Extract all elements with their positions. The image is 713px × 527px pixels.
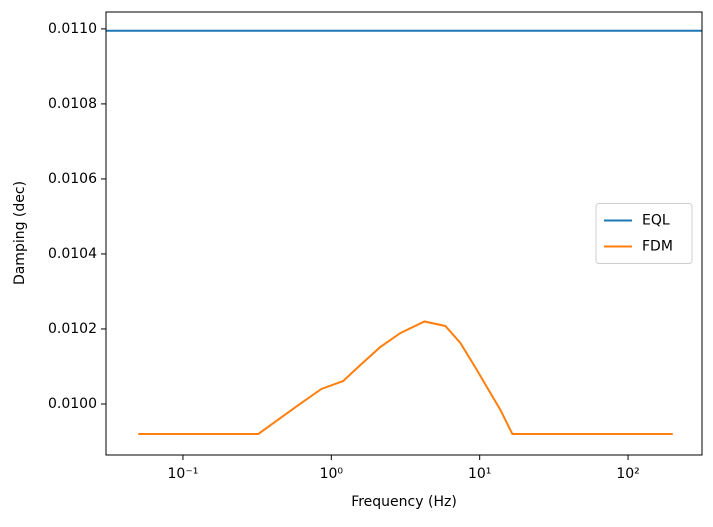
x-axis-label: Frequency (Hz) (351, 494, 457, 510)
x-tick-label: 10² (616, 466, 639, 482)
x-tick-label: 10¹ (468, 466, 491, 482)
y-axis-label: Damping (dec) (12, 181, 28, 285)
line (138, 320, 673, 435)
y-tick-label: 0.0110 (48, 21, 97, 37)
legend-label: EQL (642, 213, 670, 229)
y-tick-label: 0.0100 (48, 396, 97, 412)
y-tick-label: 0.0102 (48, 321, 97, 337)
x-tick-label: 10⁻¹ (168, 466, 199, 482)
legend-box (595, 203, 693, 264)
y-tick-label: 0.0104 (48, 246, 97, 262)
y-tick-label: 0.0108 (48, 96, 97, 112)
plot-frame (105, 11, 703, 456)
y-tick-label: 0.0106 (48, 171, 97, 187)
x-tick-label: 10⁰ (320, 466, 344, 482)
legend-label: FDM (642, 239, 673, 255)
